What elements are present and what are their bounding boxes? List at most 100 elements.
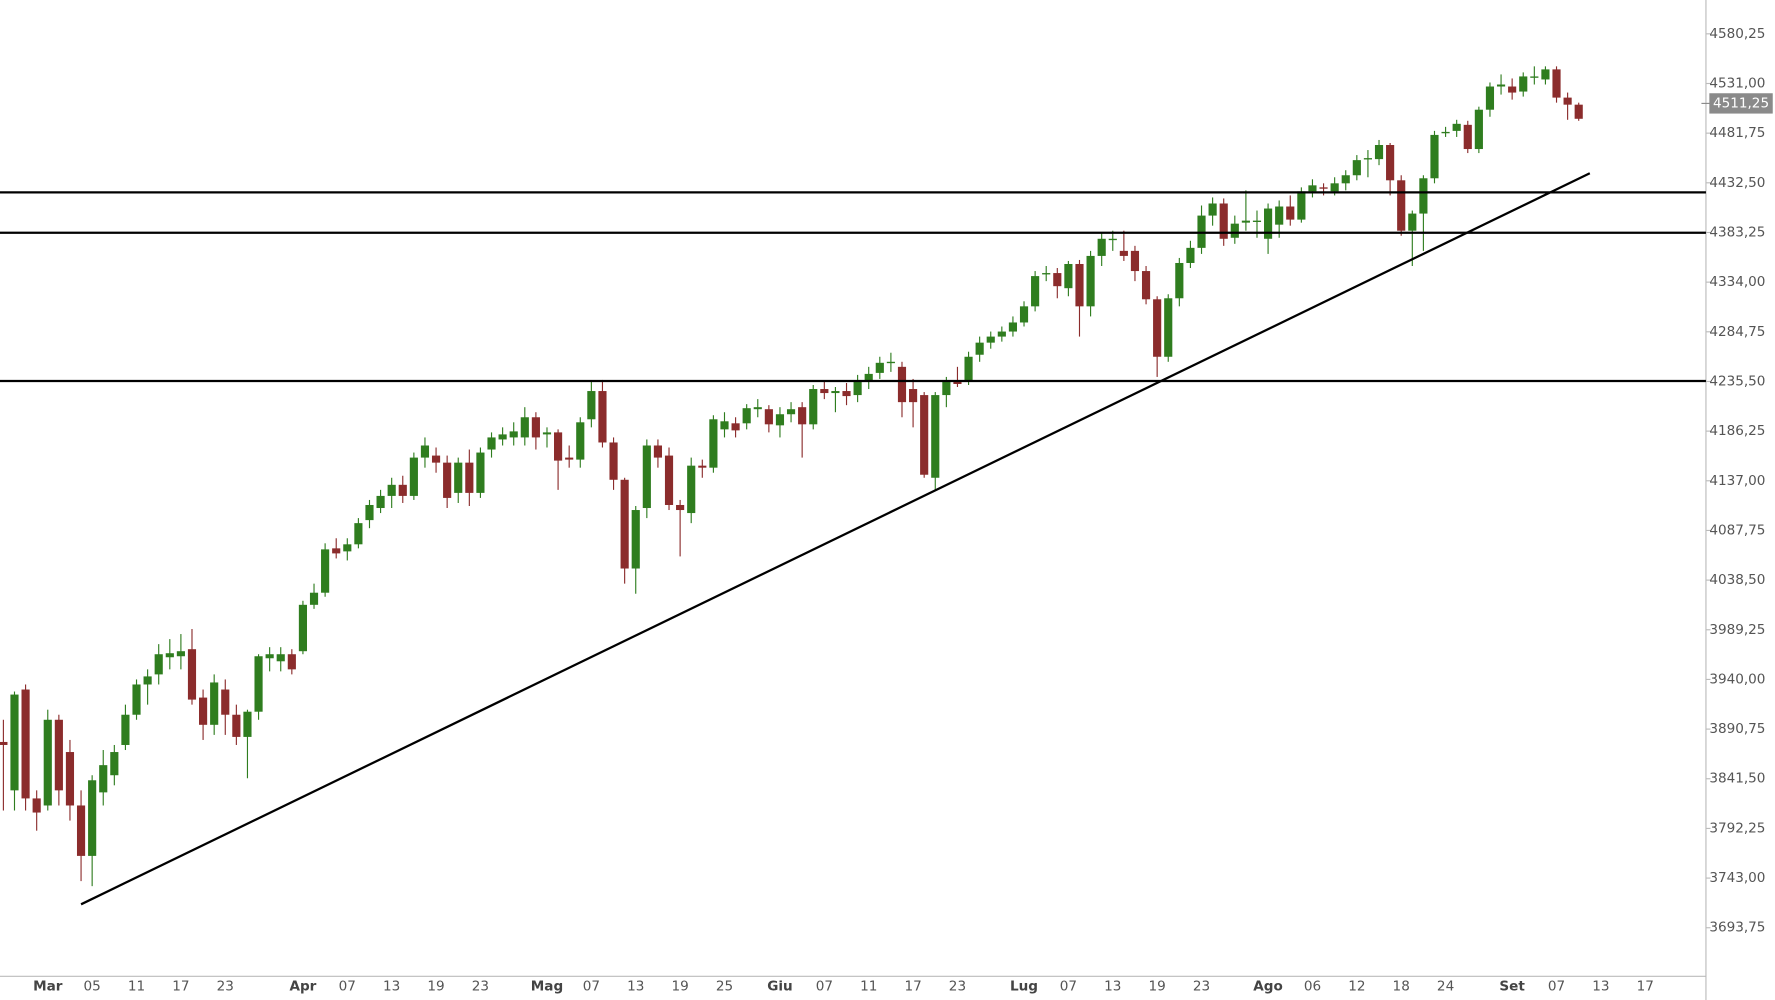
candle-body <box>487 437 496 450</box>
candle-body <box>986 336 995 343</box>
candle-body <box>409 457 418 496</box>
candle-body <box>121 714 130 745</box>
y-tick-label: 4334,00 <box>1709 274 1765 290</box>
x-tick-label: 11 <box>128 978 145 994</box>
candle-body <box>1530 76 1539 78</box>
candle-body <box>764 409 773 425</box>
candle-body <box>21 689 30 799</box>
x-tick-label: 07 <box>583 978 600 994</box>
y-tick-label: 3792,25 <box>1709 820 1765 836</box>
candle-body <box>443 462 452 498</box>
x-tick-label: Mar <box>33 978 63 994</box>
candle-body <box>1330 183 1339 192</box>
y-tick-label: 4284,75 <box>1709 324 1765 340</box>
candle-body <box>1275 206 1284 225</box>
candle-body <box>1352 160 1361 176</box>
candle-body <box>332 548 341 554</box>
candle-body <box>165 653 174 658</box>
candle-body <box>909 389 918 403</box>
candle-body <box>554 432 563 461</box>
candle-body <box>65 752 75 806</box>
candle-body <box>365 504 374 521</box>
candle-body <box>520 417 529 438</box>
candle-body <box>199 697 208 725</box>
x-tick-label: 19 <box>671 978 688 994</box>
candle-body <box>620 479 629 569</box>
candle-body <box>931 395 940 478</box>
candle-body <box>1574 104 1583 119</box>
x-tick-label: 07 <box>1060 978 1077 994</box>
candle-body <box>1008 322 1018 332</box>
candle-body <box>1441 131 1450 134</box>
candle-body <box>110 752 119 776</box>
candle-body <box>1341 175 1350 184</box>
x-tick-label: 13 <box>1592 978 1609 994</box>
x-tick-label: 19 <box>427 978 444 994</box>
x-tick-label: 07 <box>339 978 356 994</box>
candle-body <box>809 389 818 425</box>
candle-body <box>1153 299 1162 357</box>
candle-body <box>32 798 41 813</box>
candle-body <box>1430 134 1439 179</box>
candle-body <box>786 409 796 415</box>
y-tick-label: 3989,25 <box>1709 622 1765 638</box>
candle-body <box>853 380 862 396</box>
candle-body <box>1164 298 1173 357</box>
x-tick-label: 11 <box>860 978 877 994</box>
x-tick-label: 23 <box>949 978 966 994</box>
candle-body <box>1075 263 1084 307</box>
x-tick-label: 12 <box>1348 978 1365 994</box>
candle-body <box>1064 263 1073 289</box>
candle-body <box>265 654 274 659</box>
candle-body <box>376 495 385 509</box>
candle-body <box>997 331 1006 337</box>
candle-body <box>43 719 52 806</box>
candle-body <box>143 676 152 685</box>
candle-body <box>1042 273 1051 275</box>
y-tick-label: 4137,00 <box>1709 473 1765 489</box>
candle-body <box>454 462 463 493</box>
candle-body <box>864 373 873 381</box>
candle-body <box>753 407 762 410</box>
x-tick-label: 17 <box>1637 978 1654 994</box>
y-tick-label: 4531,00 <box>1709 76 1765 92</box>
candle-body <box>176 651 185 657</box>
candle-body <box>920 395 929 475</box>
x-tick-label: 07 <box>816 978 833 994</box>
x-tick-label: 13 <box>627 978 644 994</box>
x-tick-label: 18 <box>1393 978 1410 994</box>
candle-body <box>531 417 540 438</box>
candle-body <box>465 462 474 493</box>
candle-body <box>1141 271 1151 300</box>
candle-body <box>1519 76 1528 92</box>
x-tick-label: 23 <box>217 978 234 994</box>
candle-body <box>1308 185 1317 192</box>
candle-body <box>1230 223 1239 238</box>
candle-body <box>1297 191 1306 220</box>
candle-body <box>842 391 851 397</box>
candle-body <box>1485 86 1495 110</box>
candle-body <box>343 544 352 552</box>
candle-body <box>398 484 407 496</box>
candle-body <box>387 484 396 496</box>
candle-body <box>1474 109 1483 150</box>
x-tick-label: Apr <box>289 978 316 994</box>
candle-body <box>431 455 441 463</box>
candle-body <box>1397 180 1406 231</box>
candle-body <box>1363 158 1373 160</box>
candle-body <box>565 457 574 460</box>
x-tick-label: 17 <box>172 978 189 994</box>
candle-body <box>1541 69 1550 80</box>
x-tick-label: 23 <box>1193 978 1210 994</box>
candle-body <box>76 805 86 856</box>
candle-body <box>298 604 308 652</box>
candle-body <box>1208 203 1217 216</box>
candle-body <box>953 380 962 384</box>
candle-body <box>631 510 640 569</box>
candle-body <box>420 445 430 458</box>
candle-body <box>964 356 973 381</box>
candle-body <box>609 442 618 480</box>
candle-body <box>576 422 585 460</box>
x-tick-label: 19 <box>1149 978 1166 994</box>
